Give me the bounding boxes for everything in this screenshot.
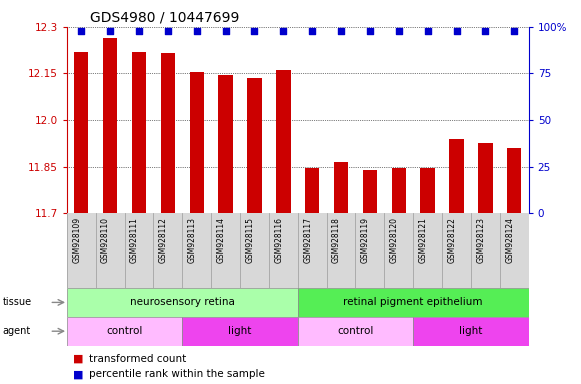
Point <box>423 28 432 34</box>
Text: GSM928122: GSM928122 <box>447 217 457 263</box>
Bar <box>189 72 204 213</box>
Bar <box>132 52 146 213</box>
Text: percentile rank within the sample: percentile rank within the sample <box>89 369 265 379</box>
Text: GSM928116: GSM928116 <box>274 217 284 263</box>
Bar <box>182 317 297 346</box>
Text: GSM928123: GSM928123 <box>476 217 485 263</box>
Text: control: control <box>106 326 143 336</box>
Text: GSM928120: GSM928120 <box>390 217 399 263</box>
Text: transformed count: transformed count <box>89 354 186 364</box>
Text: agent: agent <box>2 326 31 336</box>
Point <box>452 28 461 34</box>
Text: GSM928111: GSM928111 <box>130 217 139 263</box>
Text: GSM928119: GSM928119 <box>361 217 370 263</box>
Bar <box>74 52 88 213</box>
Point <box>307 28 317 34</box>
Text: light: light <box>228 326 252 336</box>
Text: GSM928110: GSM928110 <box>101 217 110 263</box>
Bar <box>248 78 261 213</box>
Text: GSM928115: GSM928115 <box>245 217 254 263</box>
Text: tissue: tissue <box>2 297 31 308</box>
Point <box>163 28 173 34</box>
Point <box>221 28 230 34</box>
Bar <box>449 139 464 213</box>
Point <box>394 28 403 34</box>
Bar <box>276 70 290 213</box>
Bar <box>392 168 406 213</box>
Bar <box>421 168 435 213</box>
Text: GSM928109: GSM928109 <box>72 217 81 263</box>
Bar <box>478 143 493 213</box>
Bar <box>298 317 413 346</box>
Bar <box>363 170 377 213</box>
Point <box>77 28 86 34</box>
Text: GSM928113: GSM928113 <box>188 217 197 263</box>
Text: retinal pigment epithelium: retinal pigment epithelium <box>343 297 483 308</box>
Text: GSM928117: GSM928117 <box>303 217 312 263</box>
Bar <box>218 75 233 213</box>
Bar <box>103 38 117 213</box>
Text: GSM928118: GSM928118 <box>332 217 341 263</box>
Point <box>510 28 519 34</box>
Text: neurosensory retina: neurosensory retina <box>130 297 235 308</box>
Text: light: light <box>460 326 483 336</box>
Point <box>134 28 144 34</box>
Point <box>480 28 490 34</box>
Bar <box>413 317 529 346</box>
Text: GSM928121: GSM928121 <box>419 217 428 263</box>
Text: GSM928112: GSM928112 <box>159 217 168 263</box>
Text: GSM928114: GSM928114 <box>217 217 225 263</box>
Bar <box>298 288 529 317</box>
Text: GSM928124: GSM928124 <box>505 217 514 263</box>
Bar <box>507 148 522 213</box>
Text: ■: ■ <box>73 369 83 379</box>
Point <box>192 28 202 34</box>
Bar <box>334 162 348 213</box>
Point <box>250 28 259 34</box>
Bar <box>305 168 320 213</box>
Text: ■: ■ <box>73 354 83 364</box>
Text: control: control <box>338 326 374 336</box>
Point <box>279 28 288 34</box>
Bar <box>67 317 182 346</box>
Point <box>336 28 346 34</box>
Text: GDS4980 / 10447699: GDS4980 / 10447699 <box>90 10 239 24</box>
Bar <box>67 288 298 317</box>
Point <box>106 28 115 34</box>
Point <box>365 28 375 34</box>
Bar <box>160 53 175 213</box>
